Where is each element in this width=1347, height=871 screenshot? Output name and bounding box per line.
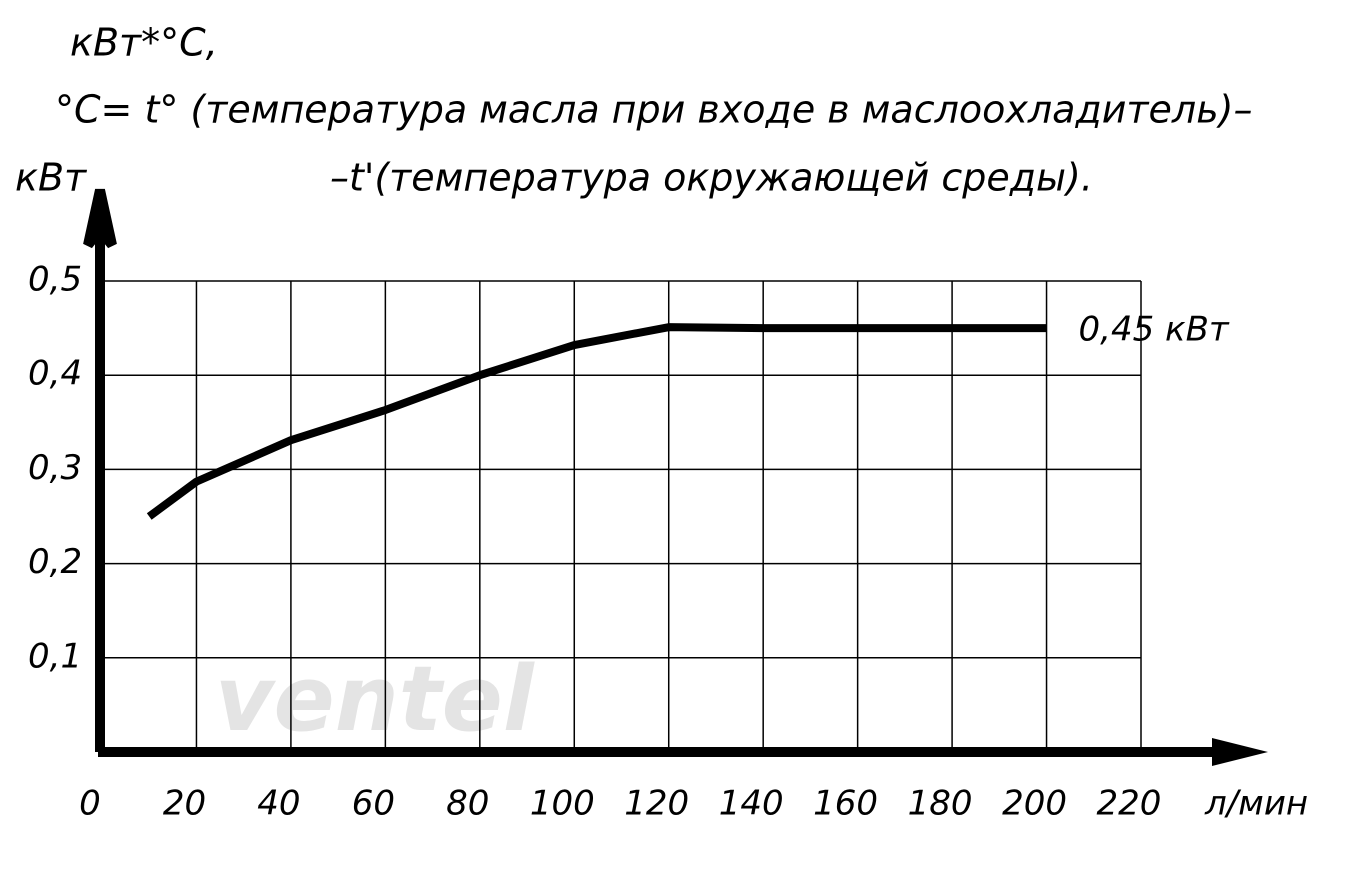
x-tick-label: 60 <box>352 784 395 824</box>
x-tick-label: 120 <box>624 784 689 824</box>
y-tick-label: 0,3 <box>28 448 82 488</box>
x-tick-label: 20 <box>163 784 206 824</box>
x-tick-label: 80 <box>446 784 489 824</box>
y-tick-label: 0,5 <box>28 260 82 300</box>
x-tick-label: 180 <box>908 784 973 824</box>
y-axis <box>83 188 117 752</box>
y-tick-label: 0,1 <box>28 636 82 676</box>
title-line: °С= t° (температура масла при входе в ма… <box>55 88 1252 132</box>
y-tick-label: 0,4 <box>28 354 82 394</box>
x-tick-label: 220 <box>1097 784 1162 824</box>
line-series <box>146 323 1047 520</box>
x-tick-label: 200 <box>1002 784 1067 824</box>
annotation: 0,45 кВт <box>1079 310 1230 350</box>
y-axis-label: кВт <box>15 156 88 200</box>
x-tick-label: 40 <box>257 784 300 824</box>
x-tick-label: 160 <box>813 784 878 824</box>
x-tick-label: 140 <box>719 784 784 824</box>
watermark: ventel <box>215 647 535 752</box>
title-line: кВт*°С, <box>70 21 218 65</box>
x-tick-label: 100 <box>530 784 595 824</box>
x-tick-label: 0 <box>79 784 101 824</box>
title-line: –t'(температура окружающей среды). <box>330 156 1093 200</box>
x-axis-arrow <box>1212 738 1268 766</box>
y-tick-label: 0,2 <box>28 542 82 582</box>
x-axis-label: л/мин <box>1204 784 1308 824</box>
